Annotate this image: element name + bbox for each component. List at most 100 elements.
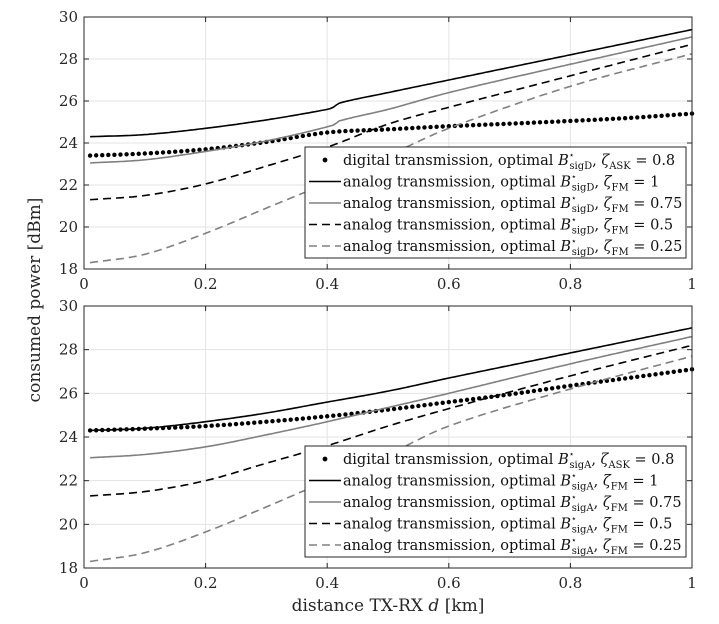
legend-superscript: ⋆ [571,536,577,546]
legend-symbol: B [559,175,571,191]
data-point [422,402,427,408]
data-point [166,149,172,155]
legend-subscript: FM [611,546,628,557]
data-point [610,116,616,122]
data-point [562,384,567,389]
legend-text: , [594,495,603,511]
data-point [410,404,415,409]
data-point [635,374,640,379]
data-point [312,131,318,137]
legend-subscript: sigA [572,503,595,514]
data-point [501,393,506,398]
legend-text: analog transmission, optimal [343,474,560,490]
data-point [616,377,622,382]
legend-text: analog transmission, optimal [343,495,560,511]
data-point [404,405,409,410]
data-point [671,369,676,375]
data-point [179,149,184,154]
data-point [270,419,275,424]
data-point [525,389,531,395]
legend: digital transmission, optimal B⋆ sigA, ζA… [304,445,687,558]
y-tick-label: 18 [59,260,78,278]
data-point [325,130,330,135]
data-point [683,111,689,117]
series-line-3 [90,335,693,459]
legend-text: analog transmission, optimal [343,538,560,554]
legend-text: , [591,452,600,468]
legend-subscript: FM [611,525,628,536]
y-tick-label: 26 [59,384,78,402]
x-tick-label: 0.4 [315,574,339,592]
y-tick-label: 24 [59,134,78,152]
x-tick-label: 1 [687,275,697,293]
x-tick-label: 0.2 [194,275,218,293]
legend-superscript: ⋆ [569,151,575,161]
data-point [136,151,141,157]
data-point [87,153,93,158]
data-point [562,119,567,124]
data-point [440,400,445,406]
data-point [331,413,336,418]
data-point [598,117,603,122]
series-line-2 [90,327,693,432]
legend-subscript: sigD [572,226,595,237]
legend-superscript: ⋆ [571,515,577,525]
data-point [507,392,512,397]
data-point [483,122,488,127]
data-point [197,424,202,429]
x-tick-label: 0.2 [194,574,218,592]
data-point [513,391,518,396]
data-point [452,399,458,404]
data-point [495,121,500,127]
legend-zeta: ζ [604,218,613,234]
data-point [343,128,348,134]
data-point [513,121,518,126]
data-point [659,371,664,376]
data-point [318,414,324,420]
legend-text: digital transmission, optimal [343,153,558,169]
legend-box [304,146,687,259]
data-point [622,115,628,121]
data-point [337,129,342,134]
data-point [464,123,470,128]
data-point [683,367,689,373]
data-point [537,387,543,393]
data-point [464,397,470,403]
data-point [519,390,524,395]
legend-superscript: ⋆ [571,173,577,183]
legend-value: = 1 [629,175,660,191]
y-tick-label: 30 [59,297,78,315]
data-point [592,117,597,122]
legend-subscript: FM [612,204,629,215]
data-point [598,379,603,384]
legend-text: analog transmission, optimal [343,239,560,255]
data-point [501,121,506,127]
data-point [118,152,123,157]
legend-superscript: ⋆ [571,493,577,503]
x-label-unit: [km] [439,596,484,616]
data-point [191,148,196,153]
legend-value: = 0.8 [631,153,675,169]
data-point [416,125,421,130]
data-point [385,407,391,412]
data-point [416,403,421,409]
legend-subscript: ASK [608,161,631,172]
legend-subscript: sigA [572,546,595,557]
data-point [106,152,111,158]
legend-symbol: B [559,495,571,511]
data-point [622,376,628,381]
data-point [404,126,409,131]
legend-text: analog transmission, optimal [343,517,560,533]
legend-entry: analog transmission, optimal B⋆ sigA, ζFM… [343,536,682,557]
legend-subscript: sigA [569,460,592,471]
legend-text: digital transmission, optimal [343,452,558,468]
data-point [586,381,591,386]
data-point [197,147,202,153]
plot-panel-1: 0 0.2 0.4 0.6 0.8 1 18 20 22 24 26 28 30 digital tran… [59,8,697,293]
data-point [574,118,579,123]
data-point [428,124,433,130]
data-point [288,417,293,422]
data-point [671,112,676,118]
data-point [312,415,318,420]
legend-text: , [592,153,601,169]
